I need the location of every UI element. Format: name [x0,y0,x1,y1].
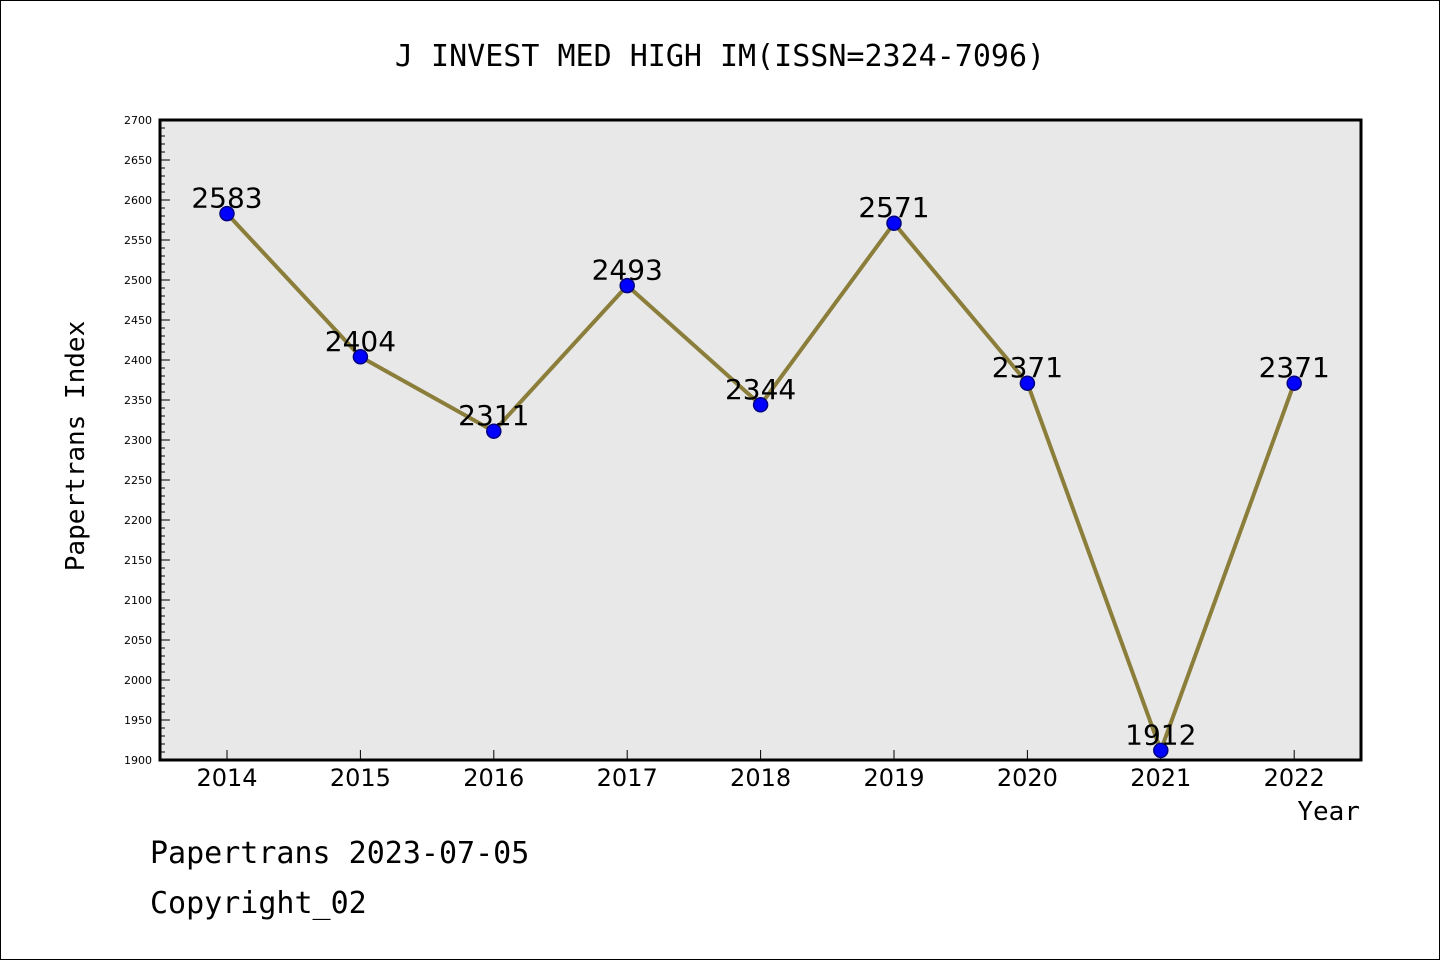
x-tick-label: 2019 [863,764,924,792]
y-tick-label: 2250 [124,474,152,487]
data-point [1286,375,1302,391]
y-tick-label: 2700 [124,114,152,127]
x-tick-label: 2022 [1264,764,1325,792]
y-tick-label: 2650 [124,154,152,167]
y-tick-label: 2450 [124,314,152,327]
data-label: 2404 [325,325,396,358]
data-markers [219,205,1302,759]
y-tick-label: 1950 [124,714,152,727]
x-tick-label: 2020 [997,764,1058,792]
data-point [619,277,635,294]
y-tick-label: 2550 [124,234,152,247]
x-axis: 2014 2015 2016 2017 2018 2019 2020 2021 2022 [196,750,1325,792]
plot-area [160,120,1361,760]
y-tick-label: 2100 [124,594,152,607]
data-label: 2583 [191,182,262,215]
y-tick-label: 2000 [124,674,152,687]
y-tick-label: 2200 [124,514,152,527]
y-tick-label: 2350 [124,394,152,407]
y-tick-label: 2050 [124,634,152,647]
plot-border [158,118,1363,762]
data-point [219,205,235,222]
data-label: 1912 [1125,718,1196,751]
y-tick-label: 2400 [124,354,152,367]
x-tick-label: 2018 [730,764,791,792]
data-label: 2311 [458,399,529,432]
data-point [486,423,502,439]
data-point [1153,742,1169,759]
x-tick-label: 2015 [330,764,391,792]
y-axis: 1900 1950 2000 2050 2100 2150 2200 2250 2300 2350… [124,114,170,767]
y-axis-label: Papertrans Index [61,321,91,571]
y-tick-label: 1900 [124,754,152,767]
data-point [752,397,769,413]
chart-title: J INVEST MED HIGH IM(ISSN=2324-7096) [395,39,1045,74]
data-label: 2571 [858,191,929,224]
x-tick-label: 2021 [1130,764,1191,792]
data-label: 2344 [725,373,796,406]
footer-date: Papertrans 2023-07-05 [150,836,530,871]
y-tick-label: 2600 [124,194,152,207]
x-axis-label: Year [1297,797,1360,827]
data-label: 2371 [1259,351,1330,384]
footer-copyright: Copyright_02 [150,886,367,921]
data-point [886,215,902,231]
y-tick-label: 2500 [124,274,152,287]
x-tick-label: 2016 [463,764,524,792]
y-tick-label: 2300 [124,434,152,447]
data-point [352,349,369,365]
x-tick-label: 2017 [597,764,658,792]
data-label: 2371 [992,351,1063,384]
data-labels: 2583 2404 2311 2493 2344 2571 2371 1912 2371 [191,182,1329,752]
y-tick-label: 2150 [124,554,152,567]
x-tick-label: 2014 [196,764,257,792]
data-label: 2493 [592,254,663,287]
data-point [1019,375,1036,391]
